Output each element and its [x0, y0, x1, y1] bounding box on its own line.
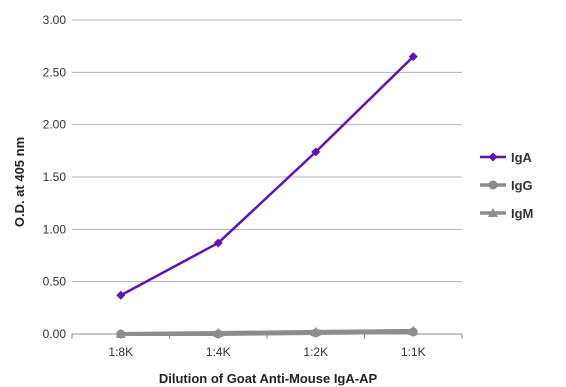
x-tick-label: 1:2K: [303, 345, 328, 359]
point-igg: [311, 328, 321, 338]
legend-marker-igm: [488, 208, 498, 217]
legend-item-iga: IgA: [480, 150, 533, 165]
y-tick-label: 2.50: [43, 65, 67, 79]
legend-label-iga: IgA: [511, 150, 533, 165]
x-tick-label: 1:8K: [108, 345, 133, 359]
point-iga: [408, 52, 418, 62]
y-tick-label: 1.00: [43, 222, 67, 236]
y-axis-title: O.D. at 405 nm: [12, 137, 27, 227]
legend-marker-igg: [488, 180, 498, 190]
x-tick-labels: 1:8K 1:4K 1:2K 1:1K: [108, 345, 425, 359]
legend: IgA IgG IgM: [480, 150, 533, 221]
x-tick-label: 1:4K: [206, 345, 231, 359]
legend-item-igg: IgG: [480, 178, 533, 193]
point-iga: [116, 290, 126, 300]
legend-item-igm: IgM: [480, 206, 533, 221]
point-igg: [408, 327, 418, 337]
y-tick-label: 0.00: [43, 327, 67, 341]
point-igg: [116, 329, 126, 339]
y-tick-label: 2.00: [43, 118, 67, 132]
series-line-igg: [120, 329, 414, 336]
legend-label-igm: IgM: [511, 206, 533, 221]
grid-lines: [72, 19, 462, 283]
y-tick-label: 1.50: [43, 170, 67, 184]
legend-marker-iga: [488, 152, 498, 162]
x-tick-label: 1:1K: [401, 345, 426, 359]
y-tick-labels: 0.00 0.50 1.00 1.50 2.00 2.50 3.00: [43, 13, 67, 341]
point-iga: [311, 147, 321, 157]
series-line-iga: [120, 55, 415, 297]
point-iga: [213, 238, 223, 248]
series-iga: [116, 52, 418, 300]
point-igg: [213, 329, 223, 339]
series-group: [115, 52, 419, 339]
series-igg: [116, 327, 418, 339]
y-tick-label: 0.50: [43, 275, 67, 289]
y-tick-label: 3.00: [43, 13, 67, 27]
legend-label-igg: IgG: [511, 178, 533, 193]
x-axis-title: Dilution of Goat Anti-Mouse IgA-AP: [159, 371, 378, 386]
